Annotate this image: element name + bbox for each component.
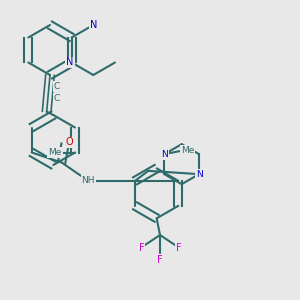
Text: Me: Me bbox=[48, 148, 62, 157]
Text: O: O bbox=[65, 137, 73, 148]
Text: N: N bbox=[196, 170, 202, 179]
Text: NH: NH bbox=[82, 176, 95, 185]
Text: N: N bbox=[90, 20, 97, 30]
Text: F: F bbox=[157, 255, 163, 265]
Text: N: N bbox=[161, 150, 168, 159]
Text: Me: Me bbox=[181, 146, 194, 155]
Text: F: F bbox=[139, 243, 145, 253]
Text: C: C bbox=[53, 94, 60, 103]
Text: C: C bbox=[53, 82, 60, 91]
Text: N: N bbox=[66, 58, 74, 68]
Text: F: F bbox=[176, 243, 181, 253]
